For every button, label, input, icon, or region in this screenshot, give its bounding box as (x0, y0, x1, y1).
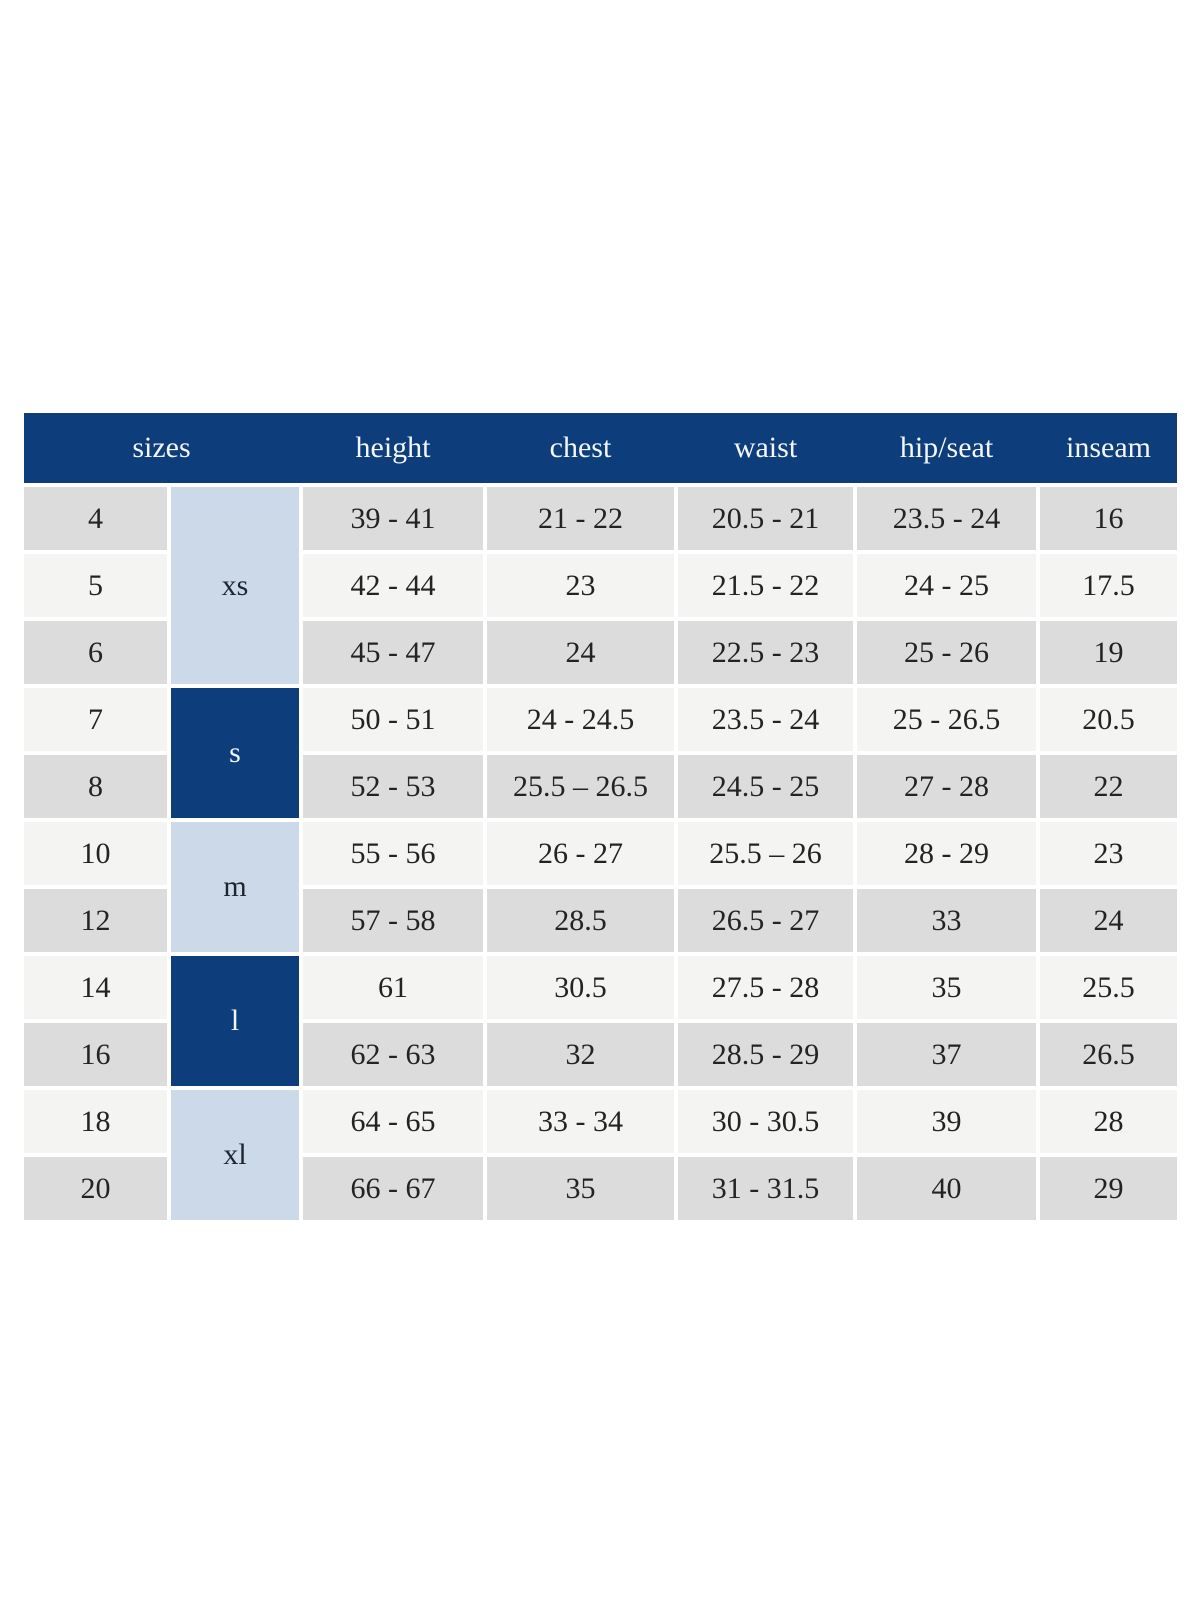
inseam-cell: 17.5 (1040, 554, 1177, 617)
height-cell: 42 - 44 (303, 554, 483, 617)
inseam-cell: 23 (1040, 822, 1177, 885)
group-cell-s: s (171, 688, 299, 818)
chest-cell: 30.5 (487, 956, 674, 1019)
hip-seat-cell: 25 - 26 (857, 621, 1036, 684)
waist-cell: 25.5 – 26 (678, 822, 853, 885)
size-cell: 8 (24, 755, 167, 818)
waist-cell: 27.5 - 28 (678, 956, 853, 1019)
waist-cell: 30 - 30.5 (678, 1090, 853, 1153)
size-cell: 20 (24, 1157, 167, 1220)
chest-cell: 21 - 22 (487, 487, 674, 550)
hip-seat-cell: 23.5 - 24 (857, 487, 1036, 550)
chest-cell: 32 (487, 1023, 674, 1086)
height-cell: 52 - 53 (303, 755, 483, 818)
chest-cell: 28.5 (487, 889, 674, 952)
waist-cell: 20.5 - 21 (678, 487, 853, 550)
inseam-cell: 19 (1040, 621, 1177, 684)
size-cell: 7 (24, 688, 167, 751)
size-cell: 18 (24, 1090, 167, 1153)
waist-cell: 22.5 - 23 (678, 621, 853, 684)
inseam-cell: 29 (1040, 1157, 1177, 1220)
hip-seat-cell: 40 (857, 1157, 1036, 1220)
hip-seat-cell: 24 - 25 (857, 554, 1036, 617)
height-cell: 39 - 41 (303, 487, 483, 550)
chest-cell: 33 - 34 (487, 1090, 674, 1153)
size-cell: 5 (24, 554, 167, 617)
chest-cell: 23 (487, 554, 674, 617)
height-cell: 45 - 47 (303, 621, 483, 684)
hip-seat-cell: 37 (857, 1023, 1036, 1086)
inseam-cell: 26.5 (1040, 1023, 1177, 1086)
height-cell: 61 (303, 956, 483, 1019)
group-cell-xs: xs (171, 487, 299, 684)
inseam-cell: 16 (1040, 487, 1177, 550)
chest-cell: 25.5 – 26.5 (487, 755, 674, 818)
size-cell: 16 (24, 1023, 167, 1086)
size-cell: 10 (24, 822, 167, 885)
group-cell-m: m (171, 822, 299, 952)
header-waist: waist (733, 431, 798, 464)
size-table-body: 4 39 - 41 21 - 22 20.5 - 21 23.5 - 24 16 5 42 -… (24, 487, 1177, 1220)
header-hip-seat: hip/seat (899, 431, 994, 464)
height-cell: 64 - 65 (303, 1090, 483, 1153)
inseam-cell: 22 (1040, 755, 1177, 818)
waist-cell: 26.5 - 27 (678, 889, 853, 952)
header-inseam: inseam (1066, 431, 1151, 464)
height-cell: 57 - 58 (303, 889, 483, 952)
chest-cell: 35 (487, 1157, 674, 1220)
waist-cell: 21.5 - 22 (678, 554, 853, 617)
header-height: height (355, 431, 431, 464)
group-cell-l: l (171, 956, 299, 1086)
size-chart-table: sizes height chest waist hip/seat inseam… (24, 413, 1177, 1220)
waist-cell: 31 - 31.5 (678, 1157, 853, 1220)
hip-seat-cell: 25 - 26.5 (857, 688, 1036, 751)
waist-cell: 28.5 - 29 (678, 1023, 853, 1086)
size-cell: 12 (24, 889, 167, 952)
inseam-cell: 20.5 (1040, 688, 1177, 751)
height-cell: 66 - 67 (303, 1157, 483, 1220)
size-cell: 14 (24, 956, 167, 1019)
inseam-cell: 28 (1040, 1090, 1177, 1153)
size-cell: 4 (24, 487, 167, 550)
group-cell-xl: xl (171, 1090, 299, 1220)
hip-seat-cell: 28 - 29 (857, 822, 1036, 885)
chest-cell: 26 - 27 (487, 822, 674, 885)
waist-cell: 23.5 - 24 (678, 688, 853, 751)
size-cell: 6 (24, 621, 167, 684)
hip-seat-cell: 35 (857, 956, 1036, 1019)
height-cell: 62 - 63 (303, 1023, 483, 1086)
hip-seat-cell: 33 (857, 889, 1036, 952)
height-cell: 55 - 56 (303, 822, 483, 885)
height-cell: 50 - 51 (303, 688, 483, 751)
header-chest: chest (549, 431, 612, 464)
inseam-cell: 25.5 (1040, 956, 1177, 1019)
inseam-cell: 24 (1040, 889, 1177, 952)
chest-cell: 24 - 24.5 (487, 688, 674, 751)
header-sizes: sizes (132, 431, 191, 464)
hip-seat-cell: 39 (857, 1090, 1036, 1153)
table-header-row: sizes height chest waist hip/seat inseam (24, 413, 1177, 483)
waist-cell: 24.5 - 25 (678, 755, 853, 818)
chest-cell: 24 (487, 621, 674, 684)
hip-seat-cell: 27 - 28 (857, 755, 1036, 818)
